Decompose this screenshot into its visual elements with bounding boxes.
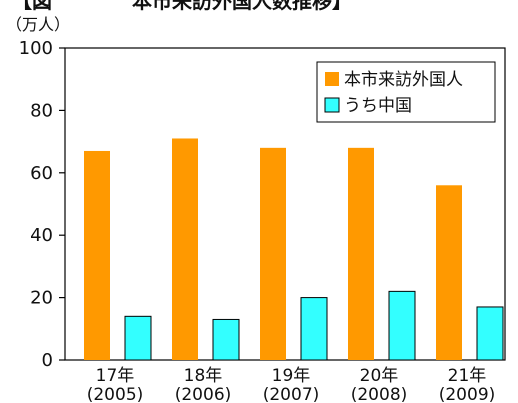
bar [388, 290, 416, 361]
y-tick-label: 40 [30, 225, 53, 246]
bar [260, 147, 286, 360]
bar [172, 138, 198, 360]
bar [124, 315, 152, 361]
x-tick-sublabel: (2007) [263, 385, 320, 403]
x-tick-sublabel: (2009) [439, 385, 496, 403]
unit-label: （万人） [6, 15, 70, 34]
bar [300, 297, 328, 361]
x-tick-label: 18年 [184, 366, 223, 386]
bar [348, 147, 374, 360]
bars [84, 138, 504, 361]
y-tick-label: 100 [19, 38, 53, 59]
legend-swatch [325, 72, 339, 86]
x-axis-labels: 17年(2005) 18年(2006) 19年(2007) 20年(2008) 21年(… [87, 366, 496, 403]
chart-title: 【図 本市来訪外国人数推移】 [12, 0, 352, 13]
legend-label: 本市来訪外国人 [344, 70, 463, 90]
x-tick-label: 17年 [96, 366, 135, 386]
y-tick-label: 20 [30, 288, 53, 309]
bar [476, 306, 504, 361]
y-tick-label: 80 [30, 100, 53, 121]
legend-swatch [324, 97, 340, 113]
legend-label: うち中国 [344, 96, 412, 116]
x-tick-sublabel: (2008) [351, 385, 408, 403]
bar [212, 318, 240, 361]
x-tick-sublabel: (2005) [87, 385, 144, 403]
bar [84, 150, 110, 360]
x-tick-label: 21年 [448, 366, 487, 386]
x-tick-sublabel: (2006) [175, 385, 232, 403]
bar [436, 185, 462, 360]
x-tick-label: 19年 [272, 366, 311, 386]
y-axis-ticks: 0 20 40 60 80 100 [19, 38, 65, 371]
legend-box [316, 61, 496, 123]
x-tick-label: 20年 [360, 366, 399, 386]
y-tick-label: 0 [42, 350, 53, 371]
y-tick-label: 60 [30, 163, 53, 184]
